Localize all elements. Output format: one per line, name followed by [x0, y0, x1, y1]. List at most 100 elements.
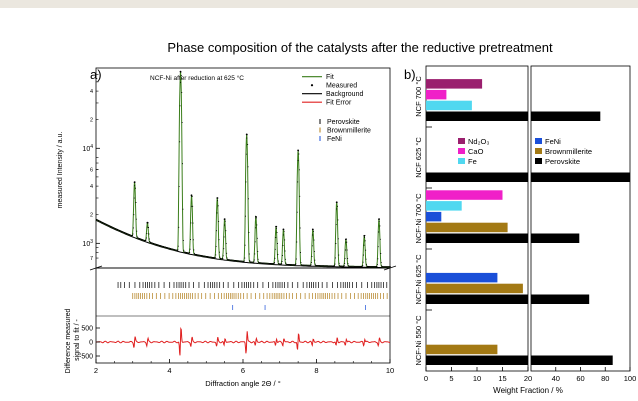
bar-0-3-right — [531, 111, 601, 121]
bar-3-2-right — [531, 294, 590, 304]
y-minor-label-6: 7 — [90, 256, 93, 262]
y-tick-label-1: 103 — [82, 239, 93, 248]
peak-point-9 — [282, 228, 285, 231]
y-tick-exponent: 4 — [90, 144, 93, 150]
y-tick-exponent: 3 — [90, 239, 93, 245]
reflection-legend-label-0: Perovskite — [327, 119, 360, 126]
diff-tick-label-0: 500 — [81, 326, 93, 333]
group-label-0: NCF 700 °C — [414, 76, 423, 117]
bar-x-tick-label-1: 5 — [449, 374, 453, 383]
bar-legend-label-0: Nd₂O₃ — [468, 137, 489, 146]
y-minor-label-2: 6 — [90, 167, 93, 173]
peak-point-10 — [297, 149, 299, 152]
reflection-legend-label-1: Brownmillerite — [327, 128, 371, 135]
x-tick-label-3: 8 — [314, 366, 318, 375]
bar-legend-swatch-1 — [458, 148, 465, 154]
bar-2-4-right — [531, 233, 580, 243]
peak-point-0 — [133, 181, 136, 184]
bar-3-2-left — [426, 294, 528, 304]
group-label-3: NCF-Ni 625 °C — [414, 254, 423, 305]
group-label-2: NCF-Ni 700 °C — [414, 193, 423, 244]
bar-legend-label-5: Perovskite — [545, 157, 580, 166]
diff-y-axis-label: Difference measured signal to fit / - — [65, 307, 81, 374]
intensity-traces — [95, 70, 391, 269]
peak-point-3 — [190, 194, 193, 197]
bar-x-tick-label-6: 60 — [576, 374, 584, 383]
bar-2-0 — [426, 190, 503, 200]
peak-point-6 — [245, 133, 248, 136]
group-label-4: NCF-Ni 550 °C — [414, 315, 423, 366]
bar-x-tick-label-0: 0 — [424, 374, 428, 383]
bar-4-1-right — [531, 355, 613, 365]
x-tick-label-4: 10 — [386, 366, 394, 375]
peak-point-15 — [378, 218, 380, 221]
y-minor-label-4: 4 — [90, 89, 93, 95]
bar-2-2 — [426, 211, 442, 222]
bar-x-tick-label-8: 100 — [624, 374, 637, 383]
reflection-legend-label-2: FeNi — [327, 136, 342, 143]
bar-legend-swatch-0 — [458, 138, 465, 144]
bar-2-1 — [426, 201, 462, 211]
legend-label-1: Measured — [326, 83, 357, 90]
difference-plot — [95, 326, 390, 356]
y-minor-label-3: 2 — [90, 118, 93, 124]
bar-legend-swatch-4 — [535, 148, 542, 154]
diff-tick-label-2: -500 — [79, 354, 93, 361]
peak-point-1 — [146, 221, 149, 224]
peak-point-13 — [345, 238, 347, 241]
peak-point-2 — [179, 70, 182, 73]
bar-legend-swatch-5 — [535, 158, 542, 164]
legend-swatch-measured — [310, 84, 314, 87]
diff-tick-label-1: 0 — [89, 340, 93, 347]
bar-legend-label-4: Brownmillerite — [545, 147, 592, 156]
peak-point-7 — [255, 215, 257, 218]
diff-y-axis-label-line1: Difference measured — [65, 308, 72, 373]
background-curve — [95, 219, 390, 269]
bar-legend-swatch-2 — [458, 158, 465, 164]
measured-points — [96, 71, 391, 268]
bar-0-0 — [426, 79, 483, 89]
reflection-markers — [117, 282, 388, 310]
peak-point-14 — [363, 234, 366, 237]
legend-label-0: Fit — [326, 74, 334, 81]
peak-point-11 — [311, 228, 314, 231]
bar-0-2 — [426, 100, 472, 111]
peak-point-8 — [275, 225, 277, 228]
bar-4-1-left — [426, 355, 528, 365]
bar-2-4-left — [426, 233, 528, 243]
bar-x-tick-label-4: 20 — [524, 374, 532, 383]
bar-legend-label-2: Fe — [468, 157, 477, 166]
sample-annotation: NCF-Ni after reduction at 625 °C — [150, 74, 244, 82]
x-tick-label-1: 4 — [167, 366, 171, 375]
panel-b-axes: 0 5 10 15 20 40 60 80 100 — [424, 367, 636, 383]
fit-error-curve — [95, 326, 390, 356]
y-minor-label-1: 4 — [90, 184, 93, 190]
group-label-1: NCF 625 °C — [414, 137, 423, 178]
y-minor-label-0: 2 — [90, 213, 93, 219]
weight-fraction-bars — [426, 79, 630, 365]
sample-group-labels: NCF 700 °C NCF 625 °C NCF-Ni 700 °C NCF-Ni … — [414, 76, 432, 366]
x-tick-label-2: 6 — [241, 366, 245, 375]
x-tick-label-0: 2 — [94, 366, 98, 375]
y-tick-label-0: 104 — [82, 144, 93, 153]
panel-b-x-axis-label: Weight Fraction / % — [493, 386, 563, 395]
bar-legend-swatch-3 — [535, 138, 542, 144]
diff-y-axis-label-line2: signal to fit / - — [74, 319, 81, 361]
intensity-plot-frame — [95, 67, 391, 269]
peak-point-12 — [335, 201, 338, 204]
y-tick-base: 10 — [82, 146, 90, 153]
legend-label-3: Fit Error — [326, 100, 352, 107]
bar-4-0 — [426, 344, 498, 355]
bar-3-0 — [426, 272, 498, 283]
bar-legend-label-3: FeNi — [545, 137, 561, 146]
y-tick-base: 10 — [82, 241, 90, 248]
peak-point-5 — [223, 218, 226, 221]
bar-legend-label-1: CaO — [468, 147, 484, 156]
bar-x-tick-label-5: 40 — [552, 374, 560, 383]
